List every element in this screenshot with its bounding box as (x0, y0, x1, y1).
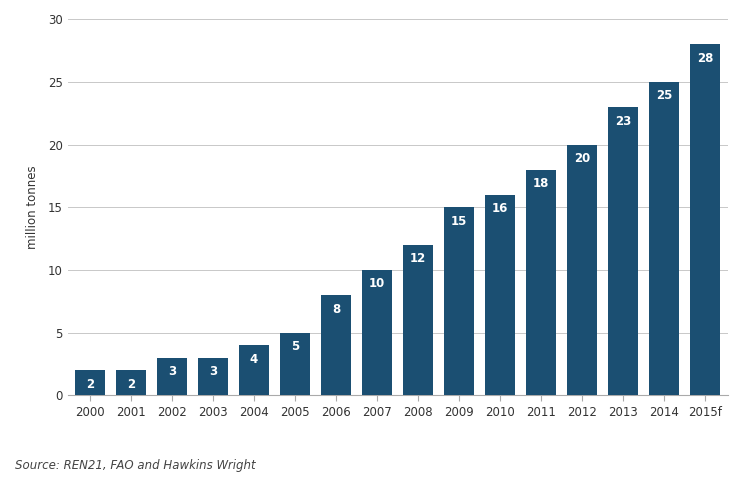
Text: 16: 16 (492, 202, 508, 215)
Bar (280, 333, 310, 395)
Text: 2: 2 (86, 378, 94, 391)
Text: 15: 15 (451, 215, 467, 228)
Text: 18: 18 (532, 177, 549, 190)
Bar (443, 207, 474, 395)
Bar (238, 345, 269, 395)
Bar (649, 82, 680, 395)
Bar (526, 170, 556, 395)
Text: Source: REN21, FAO and Hawkins Wright: Source: REN21, FAO and Hawkins Wright (15, 459, 256, 472)
Bar (403, 245, 433, 395)
Bar (157, 358, 188, 395)
Text: 2: 2 (127, 378, 135, 391)
Bar (689, 44, 720, 395)
Bar (484, 195, 515, 395)
Text: 10: 10 (369, 278, 386, 291)
Text: 25: 25 (656, 90, 672, 103)
Text: 3: 3 (209, 365, 217, 378)
Bar (321, 295, 352, 395)
Bar (608, 107, 638, 395)
Text: 4: 4 (250, 353, 258, 366)
Text: 23: 23 (615, 115, 631, 128)
Bar (362, 270, 392, 395)
Text: 8: 8 (332, 303, 340, 316)
Bar (75, 370, 106, 395)
Text: 5: 5 (291, 340, 299, 353)
Text: 12: 12 (410, 253, 426, 266)
Bar (116, 370, 146, 395)
Text: 3: 3 (168, 365, 176, 378)
Bar (198, 358, 229, 395)
Bar (566, 145, 597, 395)
Text: 20: 20 (574, 152, 590, 165)
Y-axis label: million tonnes: million tonnes (26, 165, 40, 249)
Text: 28: 28 (697, 52, 713, 65)
